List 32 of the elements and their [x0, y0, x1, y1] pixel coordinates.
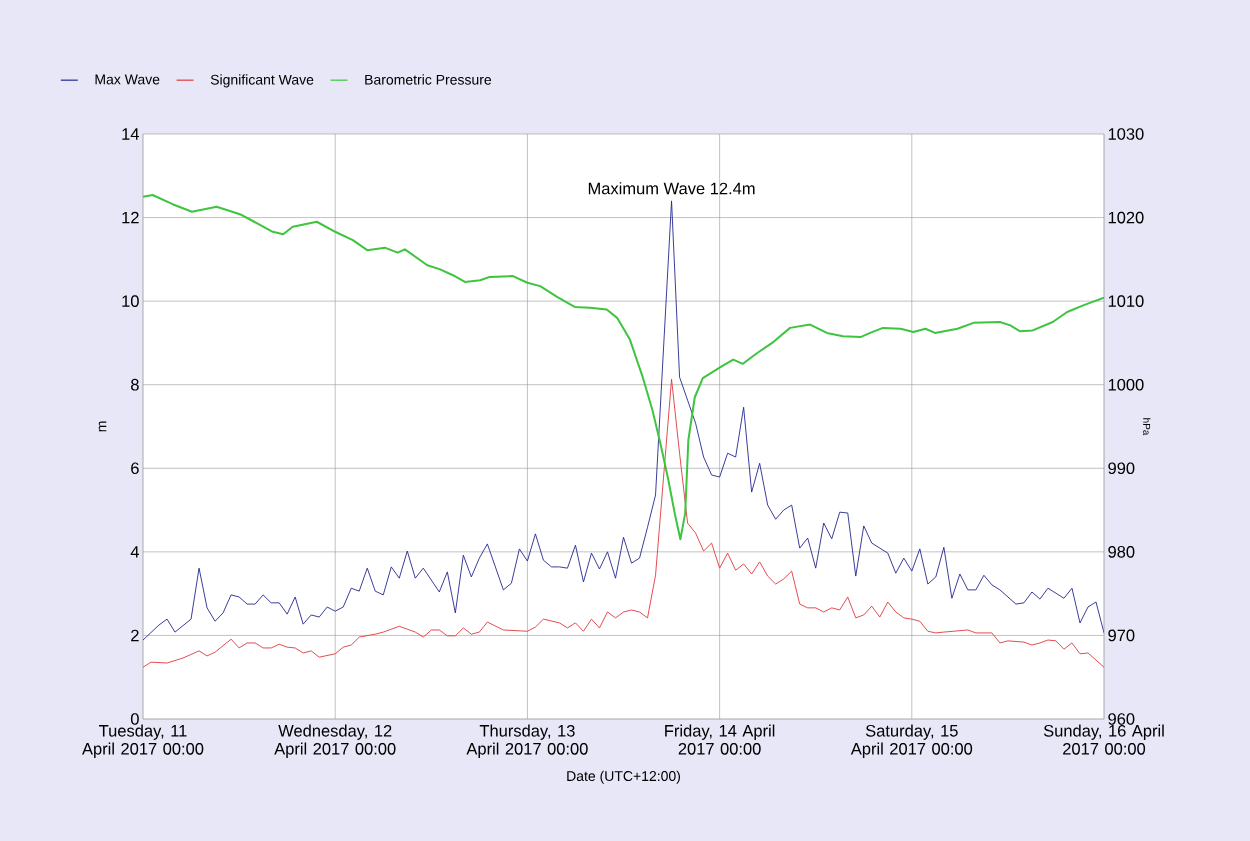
- line-series: [143, 200, 1105, 641]
- x-tick-label: Thursday, 13 April 2017 00:00: [466, 724, 588, 758]
- y2-tick-label: 990: [1108, 462, 1135, 475]
- annotation: Maximum Wave 12.4m: [588, 182, 755, 195]
- x-tick-label: Friday, 14 April 2017 00:00: [665, 724, 775, 755]
- x-tick-label: Tuesday, 11 April 2017 00:00: [82, 724, 204, 758]
- y-tick-label: 4: [130, 546, 139, 558]
- y2-tick-label: 1010: [1108, 295, 1144, 307]
- legend-label: Significant Wave: [210, 74, 314, 88]
- y-tick-label: 6: [131, 462, 139, 475]
- legend-label: Barometric Pressure: [365, 74, 492, 85]
- y-tick-label: 0: [130, 713, 139, 725]
- y-tick-label: 12: [122, 211, 139, 224]
- line-series: [143, 194, 1105, 541]
- y-axis-title: m: [98, 421, 107, 432]
- y2-tick-label: 1000: [1108, 378, 1144, 391]
- y-tick-label: 2: [131, 629, 139, 642]
- y2-tick-label: 970: [1108, 629, 1135, 642]
- x-tick-label: Sunday, 16 April 2017 00:00: [1043, 724, 1164, 755]
- legend-label: Max Wave: [95, 74, 160, 85]
- y2-tick-label: 1030: [1108, 128, 1144, 140]
- line-series: [143, 378, 1105, 668]
- y-tick-label: 8: [131, 378, 139, 391]
- y2-tick-label: 960: [1108, 713, 1135, 725]
- x-tick-label: Saturday, 15 April 2017 00:00: [850, 724, 973, 758]
- y2-tick-label: 980: [1108, 546, 1135, 558]
- y2-tick-label: 1020: [1108, 211, 1144, 224]
- y-tick-label: 10: [122, 295, 139, 307]
- x-tick-label: Wednesday, 12 April 2017 00:00: [274, 724, 396, 758]
- y-tick-label: 14: [122, 128, 139, 140]
- y2-axis-title: hPa: [1143, 418, 1151, 436]
- x-axis-title: Date (UTC+12:00): [567, 770, 680, 784]
